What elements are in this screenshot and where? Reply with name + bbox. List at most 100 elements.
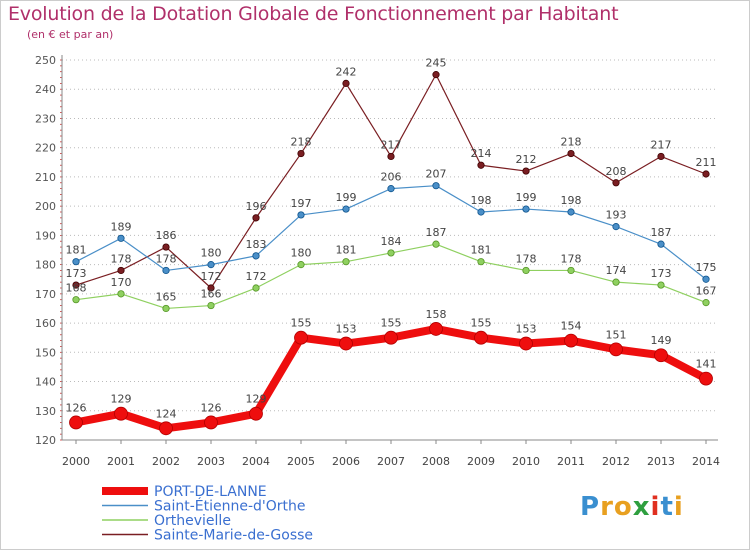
data-point bbox=[72, 258, 80, 266]
x-tick-label: 2004 bbox=[242, 455, 270, 468]
data-point bbox=[342, 205, 350, 213]
series bbox=[69, 71, 713, 436]
data-point bbox=[162, 243, 170, 251]
data-point bbox=[294, 330, 308, 345]
logo-letter: i bbox=[673, 492, 684, 522]
data-point bbox=[567, 149, 575, 158]
x-tick-label: 2013 bbox=[647, 455, 675, 468]
y-tick-label: 220 bbox=[35, 142, 56, 155]
data-point bbox=[522, 205, 530, 213]
data-label: 173 bbox=[66, 267, 87, 280]
data-point bbox=[477, 258, 485, 266]
data-label: 175 bbox=[696, 261, 717, 274]
data-label: 181 bbox=[336, 244, 357, 257]
data-point bbox=[567, 266, 575, 275]
y-tick-label: 130 bbox=[35, 405, 56, 418]
x-tick-label: 2008 bbox=[422, 455, 450, 468]
data-point bbox=[207, 284, 215, 292]
data-label: 198 bbox=[471, 194, 492, 207]
data-point bbox=[69, 415, 83, 430]
data-point bbox=[429, 322, 443, 336]
data-label: 211 bbox=[696, 156, 717, 169]
legend-label: Sainte-Marie-de-Gosse bbox=[154, 528, 313, 544]
y-tick-label: 120 bbox=[35, 434, 56, 447]
y-tick-label: 150 bbox=[35, 346, 56, 359]
data-label: 178 bbox=[111, 252, 132, 265]
data-label: 208 bbox=[606, 165, 627, 178]
data-point bbox=[432, 182, 440, 190]
data-point bbox=[477, 208, 485, 216]
data-label: 155 bbox=[381, 317, 402, 330]
data-point bbox=[432, 71, 440, 79]
data-label: 149 bbox=[651, 334, 672, 347]
data-point bbox=[654, 348, 668, 363]
data-label: 178 bbox=[516, 252, 537, 265]
x-tick-label: 2009 bbox=[467, 455, 495, 468]
y-tick-label: 180 bbox=[35, 259, 56, 272]
data-point bbox=[657, 240, 665, 248]
data-label: 153 bbox=[516, 323, 537, 336]
data-point bbox=[297, 211, 305, 219]
data-point bbox=[474, 330, 488, 345]
data-point bbox=[522, 167, 530, 175]
series-sainte-marie-de-gosse bbox=[72, 71, 710, 292]
data-label: 242 bbox=[336, 65, 357, 78]
data-point bbox=[162, 266, 170, 275]
data-label: 187 bbox=[426, 226, 447, 239]
x-tick-label: 2002 bbox=[152, 455, 180, 468]
data-label: 154 bbox=[561, 320, 582, 333]
data-label: 158 bbox=[426, 308, 447, 321]
data-label: 173 bbox=[651, 267, 672, 280]
data-point bbox=[522, 266, 530, 275]
data-point bbox=[699, 371, 713, 386]
data-point bbox=[207, 301, 215, 310]
data-point bbox=[297, 261, 305, 269]
data-label: 245 bbox=[426, 57, 447, 70]
data-point bbox=[72, 296, 80, 304]
logo-letter: x bbox=[632, 492, 651, 522]
legend-label: PORT-DE-LANNE bbox=[154, 484, 267, 500]
data-label: 218 bbox=[291, 136, 312, 149]
data-label: 212 bbox=[516, 153, 537, 166]
data-point bbox=[342, 79, 350, 87]
data-label: 172 bbox=[201, 270, 222, 283]
data-label: 217 bbox=[381, 138, 402, 151]
data-label: 126 bbox=[66, 401, 87, 414]
data-label: 183 bbox=[246, 238, 267, 251]
proxiti-logo: Proxiti bbox=[580, 492, 684, 522]
logo-letter: t bbox=[660, 492, 674, 522]
series-saint-tienne-d-orthe bbox=[72, 182, 710, 283]
chart-subtitle: (en € et par an) bbox=[27, 28, 114, 41]
data-label: 196 bbox=[246, 200, 267, 213]
data-label: 153 bbox=[336, 323, 357, 336]
data-label: 124 bbox=[156, 407, 177, 420]
x-tick-label: 2014 bbox=[692, 455, 720, 468]
data-point bbox=[519, 336, 533, 351]
data-point bbox=[252, 252, 260, 260]
data-point bbox=[702, 299, 710, 307]
y-tick-label: 190 bbox=[35, 229, 56, 242]
data-label: 170 bbox=[111, 276, 132, 289]
x-tick-label: 2012 bbox=[602, 455, 630, 468]
data-label: 168 bbox=[66, 282, 87, 295]
x-tick-label: 2000 bbox=[62, 455, 90, 468]
data-point bbox=[432, 240, 440, 248]
data-point bbox=[564, 333, 578, 348]
x-tick-label: 2001 bbox=[107, 455, 135, 468]
data-label: 199 bbox=[516, 191, 537, 204]
data-point bbox=[612, 179, 620, 187]
chart-title: Evolution de la Dotation Globale de Fonc… bbox=[8, 3, 619, 25]
data-point bbox=[612, 223, 620, 231]
data-point bbox=[72, 281, 80, 289]
logo-letter: P bbox=[580, 492, 601, 522]
data-label: 218 bbox=[561, 136, 582, 149]
x-tick-label: 2007 bbox=[377, 455, 405, 468]
data-point bbox=[477, 161, 485, 169]
y-tick-label: 230 bbox=[35, 112, 56, 125]
x-tick-label: 2006 bbox=[332, 455, 360, 468]
data-point bbox=[702, 275, 710, 283]
data-label: 155 bbox=[471, 317, 492, 330]
legend-label: Saint-Étienne-d'Orthe bbox=[154, 498, 306, 515]
data-label: 181 bbox=[66, 244, 87, 257]
data-label: 166 bbox=[201, 288, 222, 301]
